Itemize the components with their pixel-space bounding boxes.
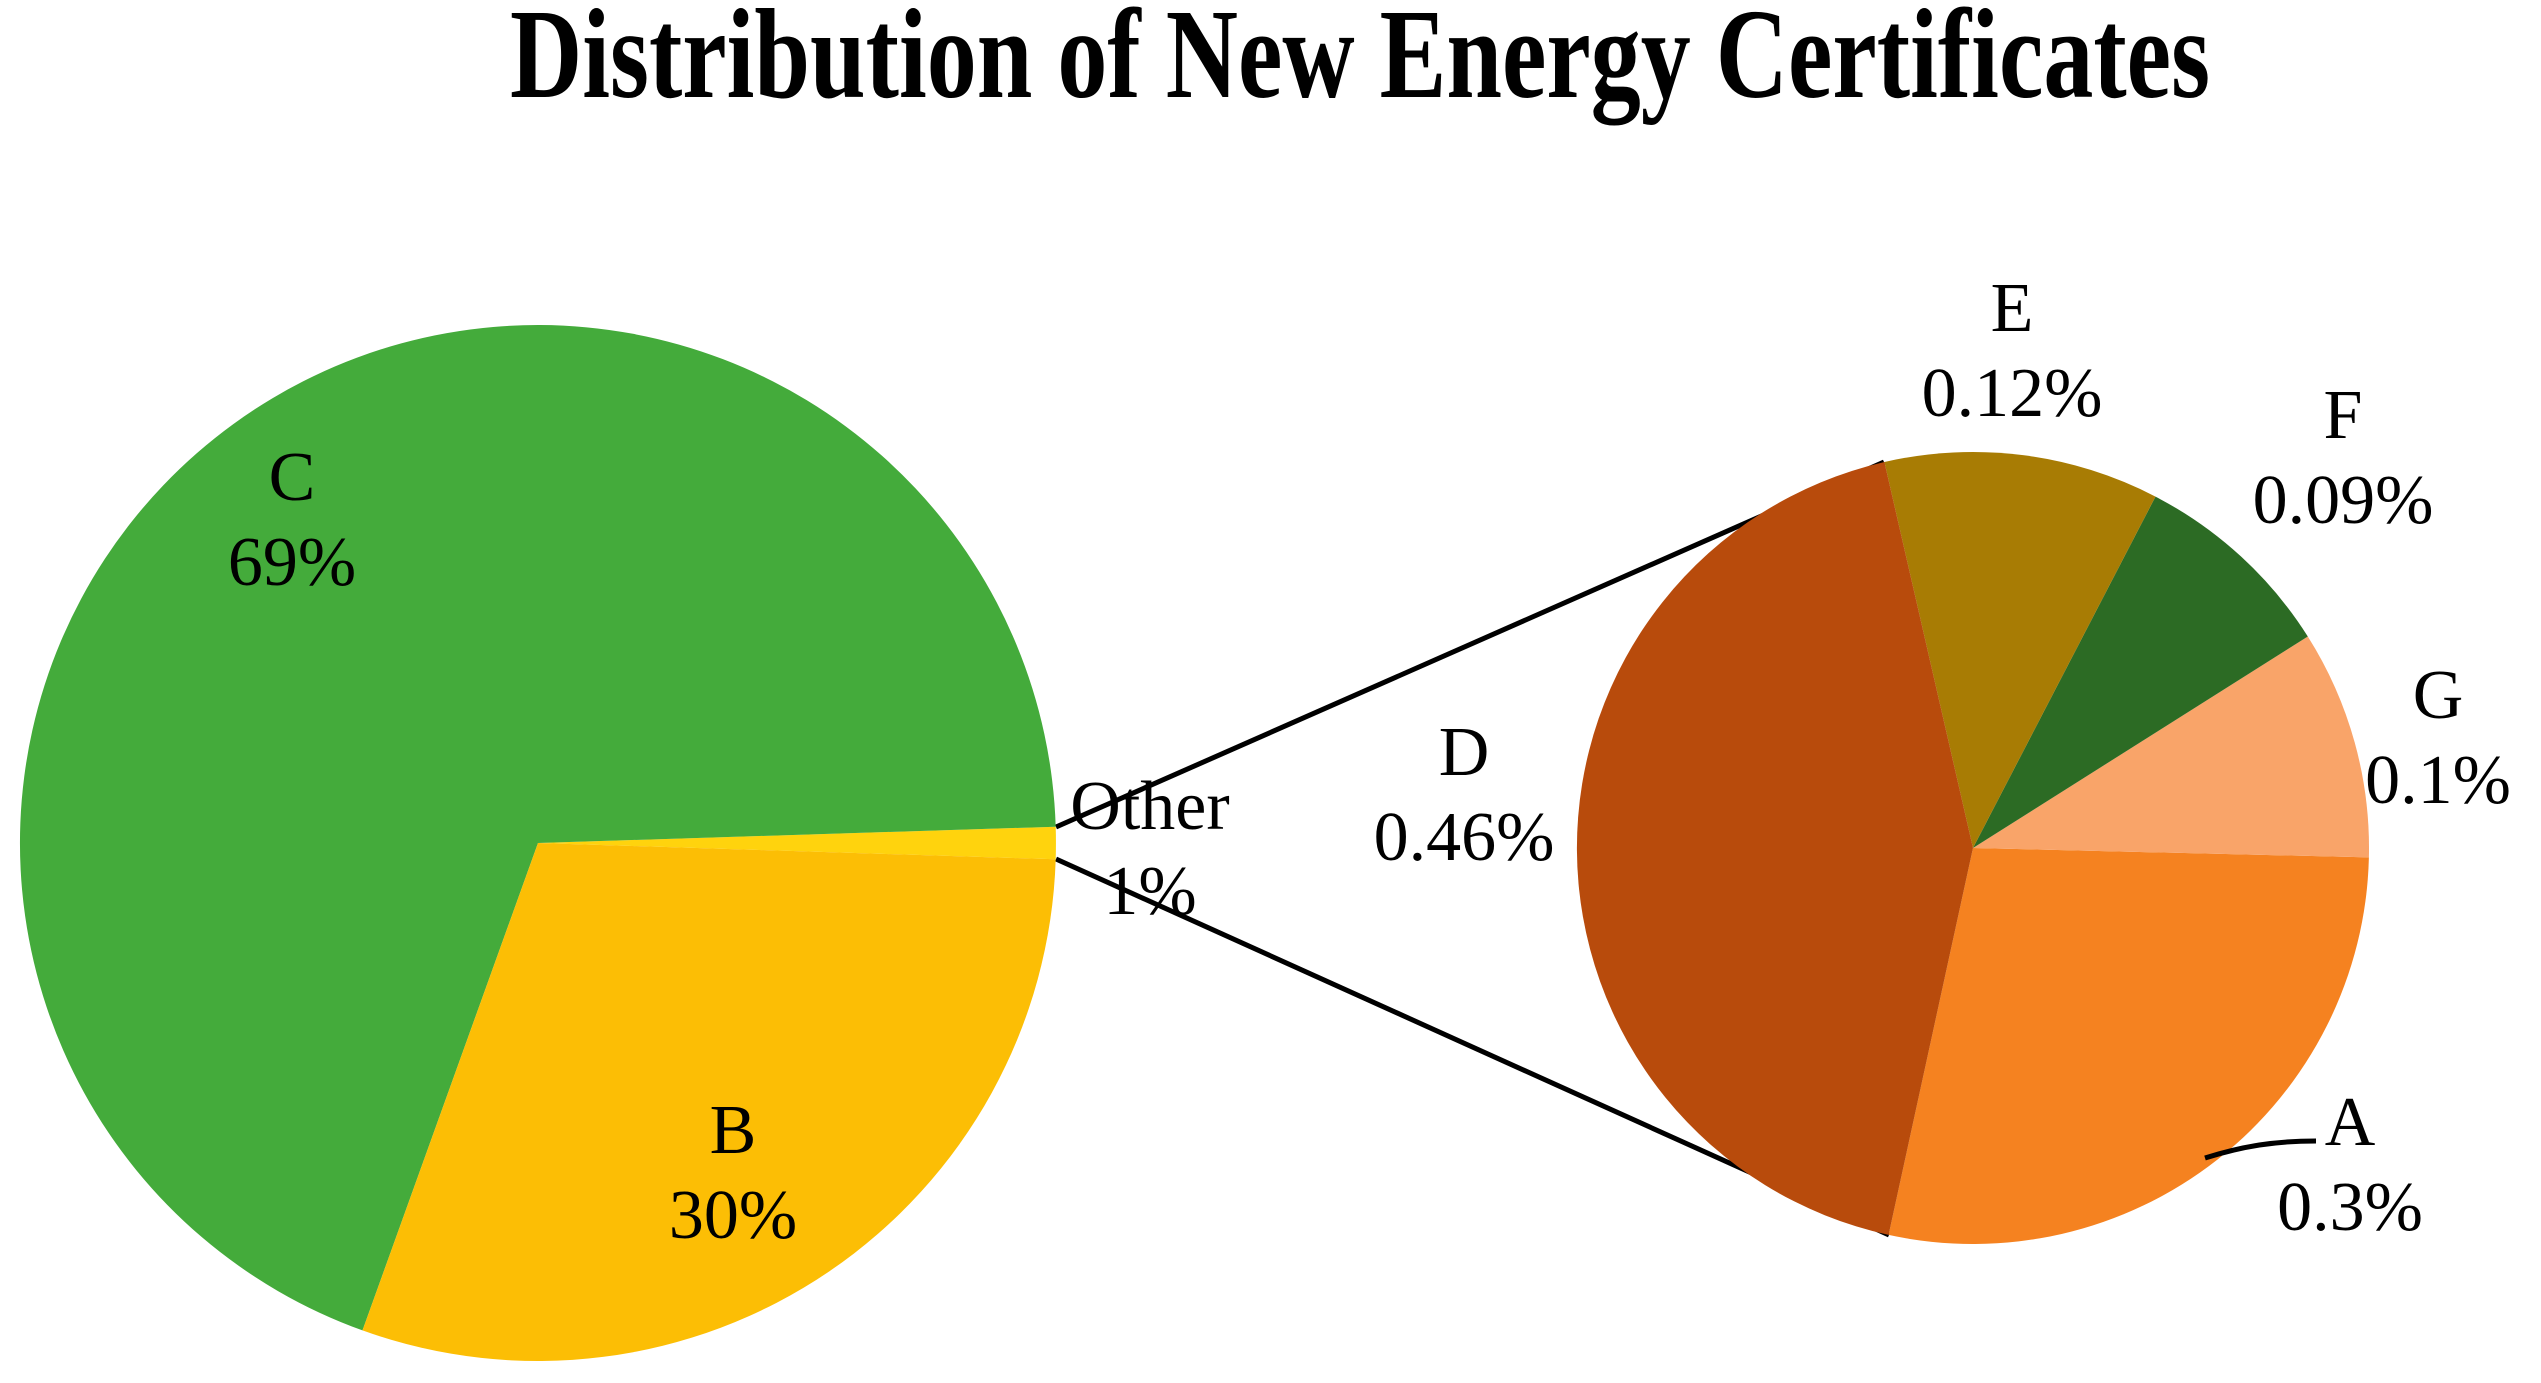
leader-line-A: [2204, 1138, 2317, 1161]
pie-slice-A: [1888, 848, 2369, 1245]
chart-title: Distribution of New Energy Certificates: [510, 0, 2210, 125]
slice-labels: Other 1% C 69% B 30% A 0.3% G 0.1% F 0.09% E 0.12% D 0.…: [228, 270, 2511, 1254]
pie-slice-E: [1884, 451, 2156, 848]
pie-slice-F: [1973, 496, 2308, 848]
slice-label-Other: Other 1%: [1070, 768, 1229, 930]
pie-slice-D: [1576, 462, 1973, 1235]
slice-label-F: F 0.09%: [2253, 377, 2434, 539]
slice-label-A: A 0.3%: [2277, 1084, 2423, 1246]
connector-line-top: [1054, 459, 1886, 830]
slice-label-D: D 0.46%: [1374, 714, 1555, 876]
pie-slices: [19, 325, 2370, 1362]
slice-label-C: C 69%: [228, 439, 356, 601]
slice-label-B: B 30%: [669, 1092, 797, 1254]
pie-slice-B: [362, 843, 1056, 1362]
other-breakdown: [1576, 451, 2370, 1245]
slice-label-E: E 0.12%: [1922, 270, 2103, 432]
certificates-overview: [19, 325, 1056, 1362]
slice-label-G: G 0.1%: [2365, 657, 2511, 819]
leader-lines: [2204, 1138, 2317, 1161]
pie-slice-G: [1973, 636, 2370, 858]
pie-slice-C: [19, 325, 1056, 1331]
pie-slice-Other: [538, 826, 1056, 860]
